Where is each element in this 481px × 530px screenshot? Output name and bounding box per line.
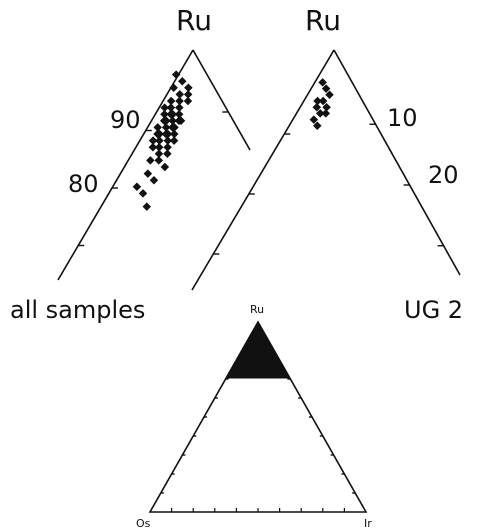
- data-point: [143, 169, 153, 178]
- data-point: [162, 116, 171, 126]
- apex-label: Ru: [305, 4, 341, 37]
- data-point: [161, 123, 171, 132]
- data-point: [315, 109, 325, 118]
- tick-label-10: 10: [387, 104, 418, 132]
- tick-label-80: 80: [68, 170, 99, 198]
- data-point: [309, 115, 319, 124]
- data-point: [168, 109, 178, 119]
- data-point: [153, 123, 162, 132]
- data-point: [166, 96, 176, 106]
- data-point: [142, 202, 152, 211]
- data-point: [166, 103, 176, 112]
- data-point: [313, 96, 322, 106]
- panel-all-samples: Ru 90 80 all samples: [10, 4, 251, 324]
- apex-label-left: Os: [136, 517, 151, 530]
- data-point: [146, 156, 155, 165]
- data-point: [175, 96, 184, 106]
- data-point: [325, 90, 334, 100]
- data-point: [313, 121, 322, 131]
- data-point: [178, 76, 187, 86]
- data-point: [312, 102, 322, 112]
- data-points: [309, 78, 334, 131]
- data-point: [163, 136, 173, 145]
- data-point: [174, 109, 184, 119]
- data-point: [176, 116, 186, 126]
- data-point: [154, 142, 164, 152]
- data-point: [321, 84, 331, 93]
- axis-ticks: [213, 123, 444, 255]
- data-point: [321, 109, 331, 118]
- data-point: [163, 129, 173, 139]
- data-point: [154, 149, 164, 159]
- data-point: [183, 96, 193, 106]
- data-points: [132, 70, 193, 211]
- data-point: [163, 142, 172, 152]
- tick-label-90: 90: [110, 106, 141, 134]
- data-point: [183, 90, 193, 99]
- axis-right: [333, 49, 461, 276]
- panel-caption: all samples: [10, 296, 145, 324]
- data-point: [155, 129, 164, 139]
- data-point: [170, 123, 179, 132]
- data-point: [318, 78, 327, 87]
- data-point: [160, 103, 169, 112]
- apex-label-top: Ru: [250, 303, 264, 316]
- data-point: [149, 175, 159, 185]
- shaded-ru-region: [225, 320, 291, 379]
- data-point: [155, 136, 164, 145]
- data-point: [160, 109, 169, 119]
- data-point: [175, 90, 185, 99]
- data-point: [168, 116, 177, 126]
- data-point: [175, 103, 184, 112]
- apex-label-right: Ir: [364, 517, 372, 530]
- data-point: [170, 129, 179, 139]
- data-point: [148, 142, 158, 152]
- panel-caption: UG 2: [404, 296, 463, 324]
- data-point: [160, 162, 170, 172]
- data-point: [171, 70, 181, 79]
- data-point: [132, 182, 142, 192]
- data-point: [163, 149, 172, 159]
- panel-full-ternary: Ru Os Ir: [136, 303, 372, 530]
- data-point: [138, 189, 148, 198]
- data-point: [184, 83, 193, 93]
- data-point: [322, 102, 331, 112]
- panel-ug2: Ru 10 20 UG 2: [191, 4, 463, 324]
- axis-ticks: [160, 340, 356, 512]
- apex-label: Ru: [176, 4, 212, 37]
- data-point: [169, 136, 179, 145]
- data-point: [154, 156, 164, 165]
- data-point: [318, 96, 328, 106]
- data-point: [148, 136, 158, 145]
- data-point: [169, 83, 178, 93]
- tick-label-20: 20: [428, 161, 459, 189]
- axis-ticks: [78, 111, 229, 247]
- axis-left: [191, 49, 335, 291]
- axis-right: [192, 49, 251, 151]
